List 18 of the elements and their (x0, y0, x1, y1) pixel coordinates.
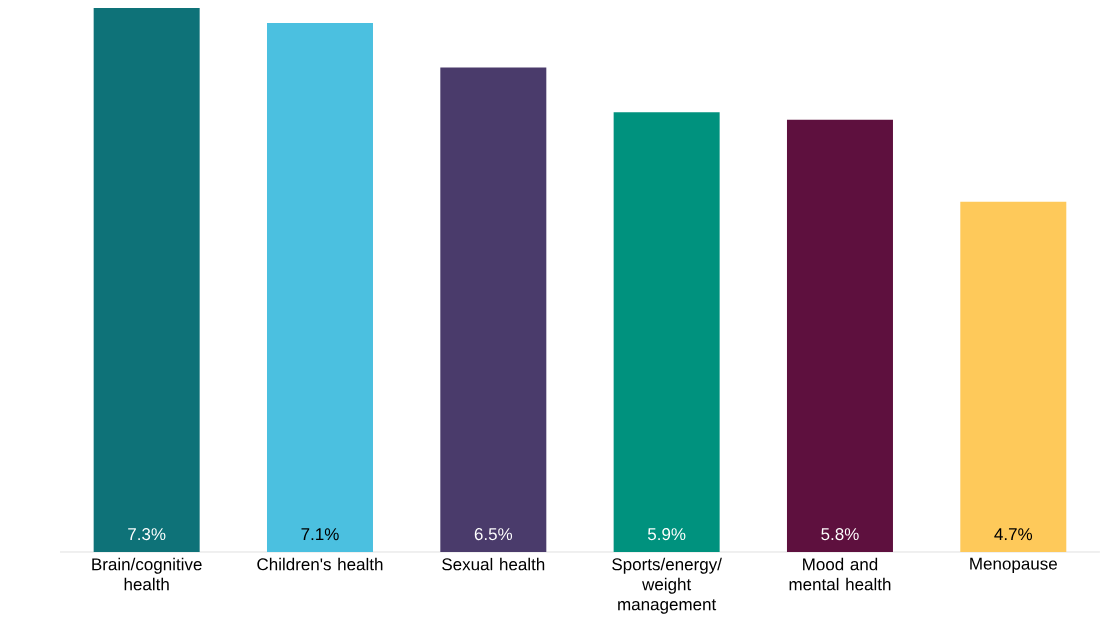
data-label: 4.7% (994, 528, 1033, 541)
x-tick-label: Brain/cognitive health (92, 557, 202, 591)
x-tick-label: Sports/energy/ weight management (612, 557, 722, 614)
bar (786, 119, 893, 552)
bar (960, 201, 1067, 552)
x-tick-label: Sexual health (442, 557, 545, 571)
data-label: 7.3% (128, 528, 166, 541)
data-label: 5.8% (821, 528, 859, 541)
bar (440, 67, 547, 552)
data-label: 7.1% (301, 528, 339, 541)
data-label: 5.9% (647, 528, 686, 541)
x-tick-label: Menopause (970, 557, 1057, 574)
data-label: 6.5% (474, 528, 513, 541)
bar (613, 112, 720, 552)
bar (93, 8, 200, 552)
x-tick-label: Mood and mental health (789, 557, 891, 591)
bar (266, 22, 373, 552)
x-tick-label: Children's health (257, 557, 383, 571)
